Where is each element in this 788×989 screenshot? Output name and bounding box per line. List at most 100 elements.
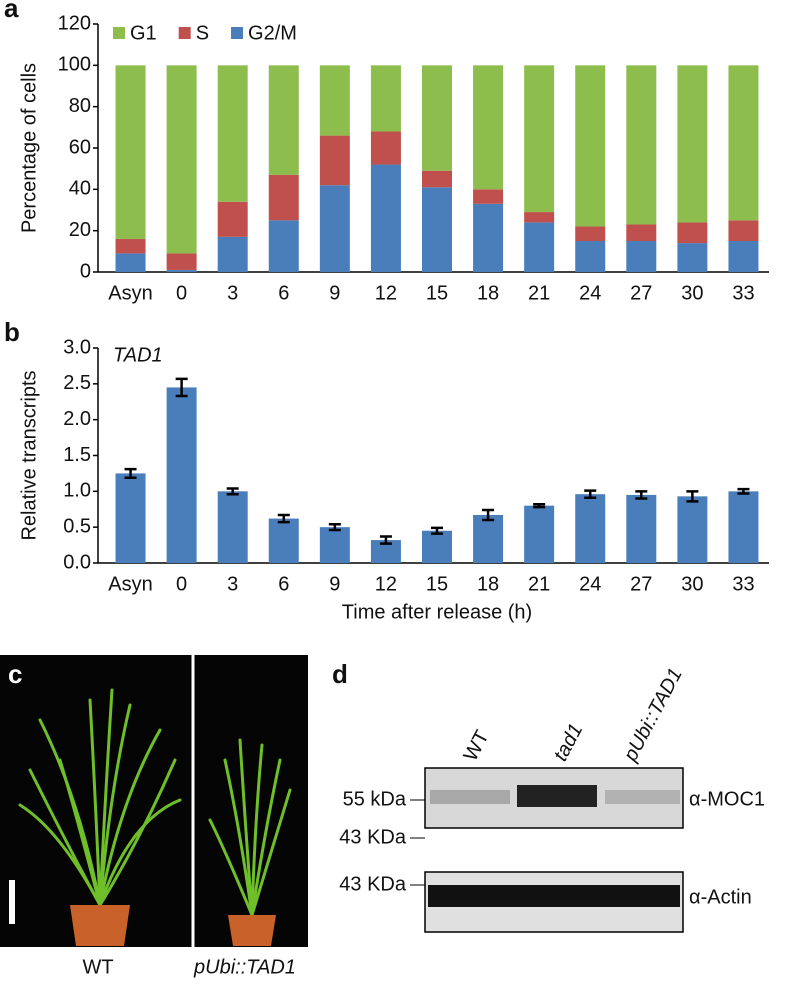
lane-label: pUbi::TAD1 xyxy=(619,665,687,766)
y-tick-label: 60 xyxy=(69,136,91,158)
legend-swatch xyxy=(231,27,244,39)
x-tick-label: 15 xyxy=(426,573,448,595)
bar-segment xyxy=(626,241,657,272)
error-bar xyxy=(379,535,392,545)
bar-segment xyxy=(473,189,504,204)
bar xyxy=(524,505,555,563)
bar-segment xyxy=(166,65,197,254)
x-tick-label: 3 xyxy=(227,282,238,304)
legend-label: S xyxy=(196,22,209,44)
bar-segment xyxy=(473,203,504,272)
bar-segment xyxy=(626,224,657,241)
legend-swatch xyxy=(178,27,191,39)
x-tick-label: 33 xyxy=(732,282,754,304)
x-tick-label: 0 xyxy=(176,282,187,304)
bar xyxy=(166,387,197,563)
bar-segment xyxy=(575,241,606,272)
x-tick-label: Asyn xyxy=(108,573,152,595)
x-tick-label: 0 xyxy=(176,573,187,595)
photo-label: WT xyxy=(82,956,113,978)
bar xyxy=(422,530,452,563)
y-tick-label: 2.0 xyxy=(63,408,91,430)
bar-segment xyxy=(166,253,197,270)
bar-segment xyxy=(677,65,708,223)
marker-label: 55 kDa xyxy=(343,788,407,810)
x-tick-label: 27 xyxy=(630,573,652,595)
bar xyxy=(268,518,299,563)
y-axis-label: Relative transcripts xyxy=(18,370,40,540)
photo-label: pUbi::TAD1 xyxy=(193,956,296,978)
bar-segment xyxy=(370,131,401,165)
bar xyxy=(677,496,708,563)
y-tick-label: 20 xyxy=(69,219,91,241)
error-bar xyxy=(431,526,443,535)
x-tick-label: 12 xyxy=(375,573,397,595)
x-axis-label: Time after release (h) xyxy=(342,601,532,623)
bar-segment xyxy=(115,253,146,272)
x-tick-label: 24 xyxy=(579,573,601,595)
bar-segment xyxy=(422,170,452,188)
bar-segment xyxy=(524,65,555,213)
error-bar xyxy=(124,467,137,479)
antibody-label: α-MOC1 xyxy=(689,788,765,810)
x-tick-label: 24 xyxy=(579,282,601,304)
error-bar xyxy=(737,487,750,495)
bar xyxy=(370,540,401,563)
bar-segment xyxy=(319,135,350,186)
error-bar xyxy=(584,489,597,500)
x-tick-label: Asyn xyxy=(108,282,152,304)
x-tick-label: 9 xyxy=(329,282,340,304)
bar-segment xyxy=(370,164,401,272)
bar-segment xyxy=(524,222,555,272)
x-tick-label: 6 xyxy=(278,282,289,304)
error-bar xyxy=(686,490,699,503)
error-bar xyxy=(277,513,290,524)
bar-segment xyxy=(677,222,708,244)
x-tick-label: 27 xyxy=(630,282,652,304)
error-bar xyxy=(635,490,648,500)
y-tick-label: 80 xyxy=(69,95,91,117)
y-tick-label: 3.0 xyxy=(63,336,91,358)
bar xyxy=(217,491,248,563)
bar xyxy=(575,494,606,563)
y-tick-label: 0 xyxy=(80,260,91,282)
bar-segment xyxy=(728,65,759,221)
plant-photo xyxy=(0,655,308,947)
x-tick-label: 3 xyxy=(227,573,238,595)
y-tick-label: 1.0 xyxy=(63,480,91,502)
bar-segment xyxy=(370,65,401,132)
y-tick-label: 100 xyxy=(58,54,91,76)
bar-segment xyxy=(166,269,197,272)
bar-segment xyxy=(473,65,504,190)
panel-label: c xyxy=(8,659,22,689)
bar xyxy=(473,514,504,563)
x-tick-label: 15 xyxy=(426,282,448,304)
bar-segment xyxy=(217,236,248,272)
bar xyxy=(728,491,759,563)
y-tick-label: 40 xyxy=(69,178,91,200)
bar xyxy=(319,527,350,563)
bar xyxy=(626,494,657,563)
x-tick-label: 18 xyxy=(477,573,499,595)
bar-segment xyxy=(268,220,299,272)
bar-segment xyxy=(626,65,657,225)
x-tick-label: 21 xyxy=(528,282,550,304)
y-tick-label: 2.5 xyxy=(63,372,91,394)
bar-segment xyxy=(524,212,555,223)
legend-label: G2/M xyxy=(248,22,297,44)
western-blot xyxy=(410,767,684,933)
y-tick-label: 1.5 xyxy=(63,444,91,466)
x-tick-label: 21 xyxy=(528,573,550,595)
bar-segment xyxy=(422,65,452,171)
annotation: TAD1 xyxy=(113,344,163,366)
bar-segment xyxy=(422,187,452,272)
error-bar xyxy=(226,487,239,496)
bar-segment xyxy=(575,226,606,241)
antibody-label: α-Actin xyxy=(689,886,752,908)
panel-label: d xyxy=(332,659,348,689)
marker-label: 43 KDa xyxy=(339,873,407,895)
bar-segment xyxy=(115,65,146,239)
bar xyxy=(115,473,146,563)
error-bar xyxy=(482,508,495,522)
lane-label: tad1 xyxy=(550,720,588,765)
